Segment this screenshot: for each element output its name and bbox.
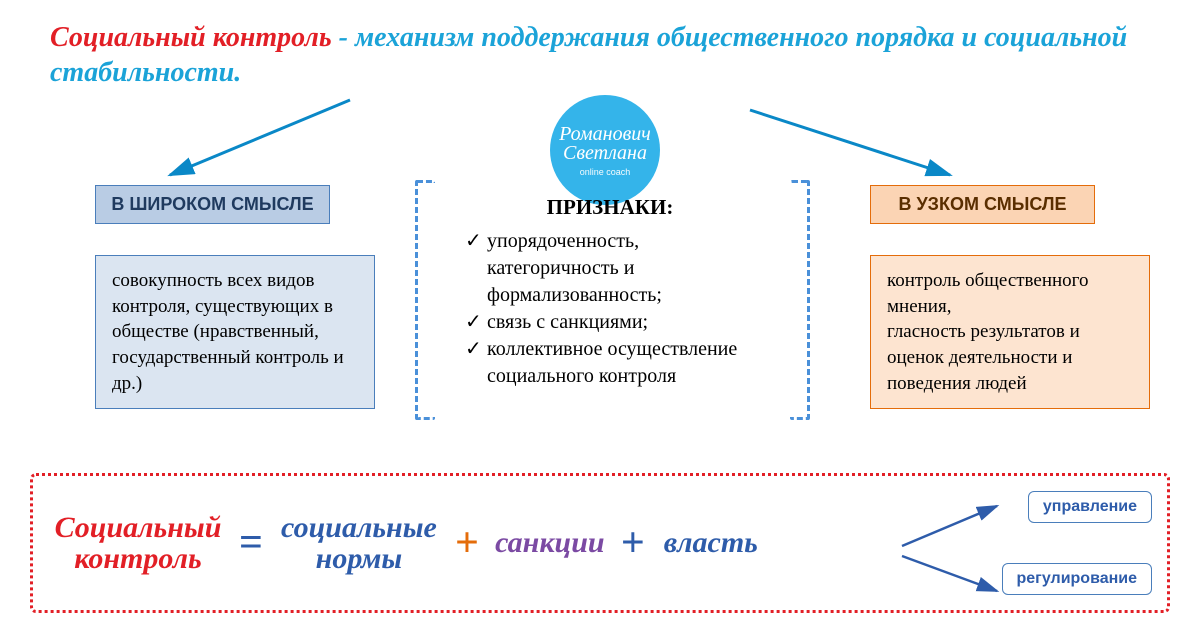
right-header-box: В УЗКОМ СМЫСЛЕ	[870, 185, 1095, 224]
left-body-text: совокупность всех видов контроля, сущест…	[112, 270, 344, 394]
main-title: Социальный контроль - механизм поддержан…	[50, 20, 1150, 90]
right-body-text: контроль общественного мнения, гласность…	[887, 270, 1089, 394]
features-title: ПРИЗНАКИ:	[445, 195, 775, 220]
formula-term-1: Социальный контроль	[43, 512, 233, 575]
feature-item: упорядоченность, категоричность и формал…	[465, 228, 775, 309]
title-red-part: Социальный контроль	[50, 22, 332, 53]
output-box-1: управление	[1028, 491, 1152, 523]
feature-item: коллективное осуществление социального к…	[465, 336, 775, 390]
badge-sub: online coach	[580, 167, 631, 177]
plus-icon: +	[449, 519, 485, 567]
output-label: регулирование	[1017, 570, 1138, 587]
left-header-box: В ШИРОКОМ СМЫСЛЕ	[95, 185, 330, 224]
formula-term-4: власть	[651, 527, 771, 559]
arrow-right	[740, 100, 980, 190]
equals-icon: =	[233, 519, 269, 567]
formula-box: Социальный контроль = социальные нормы +…	[30, 473, 1170, 613]
center-features: ПРИЗНАКИ: упорядоченность, категоричност…	[445, 195, 775, 390]
output-box-2: регулирование	[1002, 563, 1153, 595]
author-badge: Романович Светлана online coach	[550, 95, 660, 205]
bracket-right	[790, 180, 810, 420]
badge-line2: Светлана	[563, 142, 647, 165]
formula-term-2: социальные нормы	[269, 512, 449, 575]
left-header-text: В ШИРОКОМ СМЫСЛЕ	[111, 194, 313, 214]
formula-arrows	[897, 486, 1017, 606]
right-body-box: контроль общественного мнения, гласность…	[870, 255, 1150, 409]
left-body-box: совокупность всех видов контроля, сущест…	[95, 255, 375, 409]
right-header-text: В УЗКОМ СМЫСЛЕ	[898, 194, 1066, 214]
formula-term-3: санкции	[485, 527, 615, 559]
plus-icon: +	[615, 519, 651, 567]
arrow-left	[150, 90, 370, 190]
bracket-left	[415, 180, 435, 420]
feature-item: связь с санкциями;	[465, 309, 775, 336]
features-list: упорядоченность, категоричность и формал…	[445, 228, 775, 390]
output-label: управление	[1043, 498, 1137, 515]
